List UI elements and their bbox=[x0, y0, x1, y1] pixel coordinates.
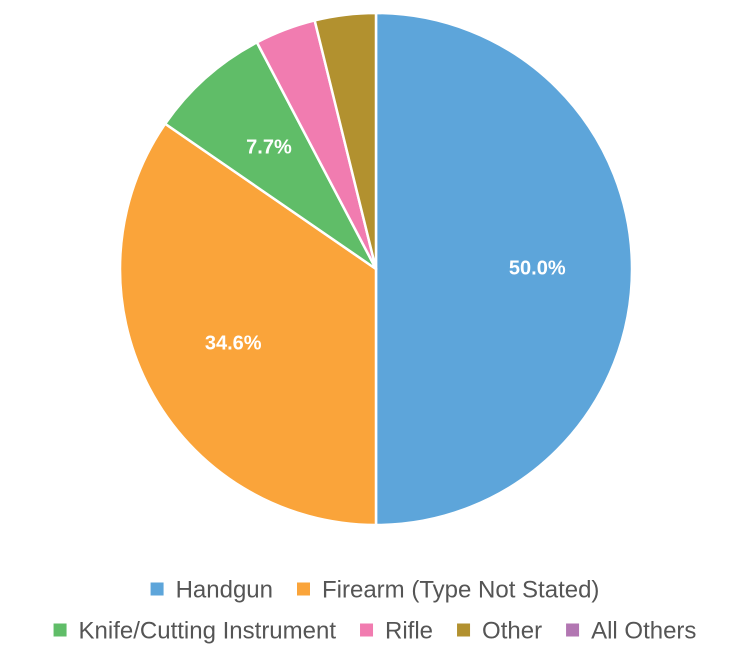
legend-item-all-others[interactable]: All Others bbox=[566, 617, 696, 644]
legend-label-other: Other bbox=[482, 617, 542, 644]
legend-label-firearm-type-not-stated: Firearm (Type Not Stated) bbox=[322, 576, 599, 603]
pie-slice-other[interactable] bbox=[313, 11, 378, 271]
slice-label-handgun: 50.0% bbox=[509, 257, 566, 279]
slice-label-knife-cutting-instrument: 7.7% bbox=[246, 137, 292, 159]
pie-slice-handgun[interactable] bbox=[374, 11, 634, 527]
legend-swatch-knife-cutting-instrument bbox=[53, 623, 67, 637]
legend-swatch-firearm-type-not-stated bbox=[297, 582, 310, 596]
pie-slices bbox=[118, 11, 634, 527]
pie-slice-firearm-type-not-stated[interactable] bbox=[118, 122, 378, 527]
legend-swatch-all-others bbox=[566, 623, 580, 637]
legend-label-handgun: Handgun bbox=[176, 576, 273, 603]
legend-item-rifle[interactable]: Rifle bbox=[360, 617, 433, 644]
legend: Handgun Firearm (Type Not Stated) Knife/Cu… bbox=[53, 576, 696, 644]
pie-slice-knife-cutting-instrument[interactable] bbox=[163, 41, 378, 271]
legend-item-knife-cutting-instrument[interactable]: Knife/Cutting Instrument bbox=[53, 617, 337, 644]
legend-swatch-handgun bbox=[150, 582, 164, 596]
legend-label-rifle: Rifle bbox=[385, 617, 433, 644]
legend-item-handgun[interactable]: Handgun bbox=[150, 576, 273, 603]
legend-swatch-other bbox=[457, 623, 471, 637]
slice-label-firearm-type-not-stated: 34.6% bbox=[205, 332, 262, 354]
legend-item-other[interactable]: Other bbox=[457, 617, 542, 644]
pie-slice-labels: 50.0% 34.6% 7.7% bbox=[205, 137, 566, 355]
legend-label-knife-cutting-instrument: Knife/Cutting Instrument bbox=[79, 617, 337, 644]
legend-item-firearm-type-not-stated[interactable]: Firearm (Type Not Stated) bbox=[297, 576, 599, 603]
legend-swatch-rifle bbox=[360, 623, 374, 637]
legend-label-all-others: All Others bbox=[591, 617, 696, 644]
